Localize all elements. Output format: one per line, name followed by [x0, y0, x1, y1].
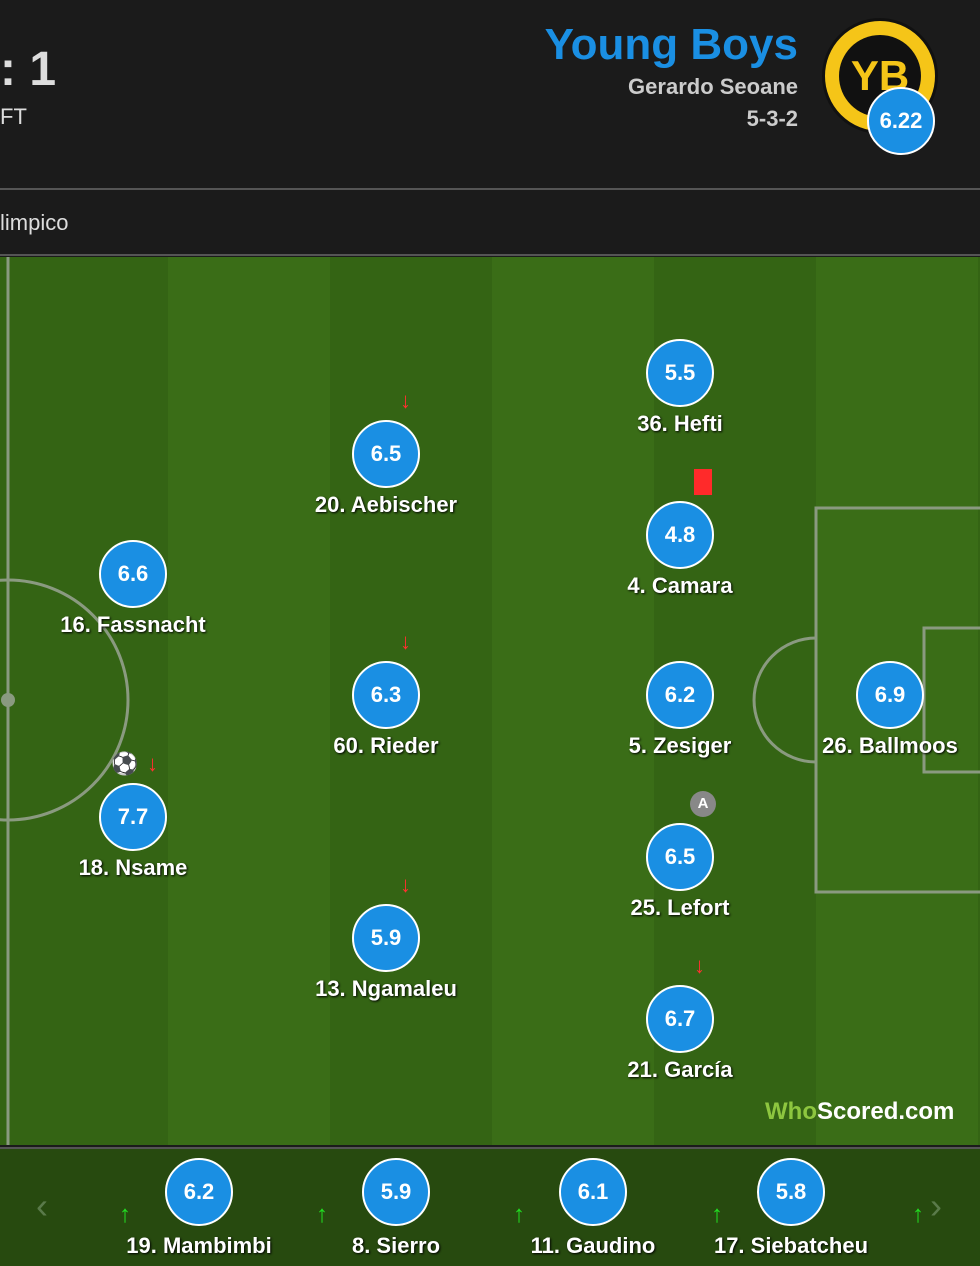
player-name[interactable]: 13. Ngamaleu — [315, 976, 457, 1001]
sub-name[interactable]: 17. Siebatcheu — [713, 1233, 869, 1258]
player-name[interactable]: 16. Fassnacht — [60, 612, 206, 637]
captain-badge: A — [690, 791, 716, 817]
whoscored-logo: WhoScored.com — [765, 1098, 955, 1125]
pitch-stripe — [168, 257, 330, 1145]
player-rating[interactable]: 6.5 — [352, 420, 420, 488]
player-name[interactable]: 26. Ballmoos — [822, 733, 958, 758]
team-rating: 6.22 — [867, 87, 935, 155]
pitch: 5.5 36. Hefti 6.5 20. Aebischer ↓ 4.8 4. Ca… — [0, 257, 980, 1145]
match-score: : 1 — [0, 43, 57, 96]
pitch-stripe — [492, 257, 654, 1145]
sub-rating[interactable]: 6.2 — [165, 1158, 233, 1226]
next-arrow-icon[interactable]: › — [930, 1185, 942, 1226]
player-name[interactable]: 25. Lefort — [630, 895, 730, 920]
player-name[interactable]: 36. Hefti — [637, 411, 723, 436]
formation: 5-3-2 — [746, 106, 798, 131]
red-card-icon — [694, 469, 712, 495]
player-rating[interactable]: 6.5 — [646, 823, 714, 891]
player-rating[interactable]: 4.8 — [646, 501, 714, 569]
team-name[interactable]: Young Boys — [544, 20, 798, 69]
sub-out-arrow-icon: ↓ — [400, 388, 411, 413]
sub-rating[interactable]: 6.1 — [559, 1158, 627, 1226]
sub-name[interactable]: 19. Mambimbi — [126, 1233, 272, 1258]
player-rating[interactable]: 7.7 — [99, 783, 167, 851]
sub-out-arrow-icon: ↓ — [400, 872, 411, 897]
match-header: : 1 FT Young Boys Gerardo Seoane 5-3-2 Y… — [0, 0, 980, 190]
manager-name: Gerardo Seoane — [628, 74, 798, 99]
player-name[interactable]: 5. Zesiger — [628, 733, 732, 758]
player-rating[interactable]: 6.3 — [352, 661, 420, 729]
sub-rating[interactable]: 5.8 — [757, 1158, 825, 1226]
venue-name: limpico — [0, 210, 69, 235]
player-name[interactable]: 4. Camara — [627, 573, 733, 598]
sub-in-arrow-icon: ↑ — [513, 1201, 525, 1228]
sub-in-arrow-icon: ↑ — [711, 1201, 723, 1228]
player-rating[interactable]: 6.9 — [856, 661, 924, 729]
match-status: FT — [0, 104, 27, 129]
player-name[interactable]: 18. Nsame — [78, 855, 188, 880]
sub-out-arrow-icon: ↓ — [400, 629, 411, 654]
prev-arrow-icon[interactable]: ‹ — [36, 1185, 48, 1226]
sub-name[interactable]: 11. Gaudino — [530, 1233, 656, 1258]
sub-in-arrow-icon: ↑ — [119, 1201, 131, 1228]
player-name[interactable]: 60. Rieder — [333, 733, 439, 758]
sub-name[interactable]: 8. Sierro — [351, 1233, 441, 1258]
venue-bar — [0, 192, 980, 256]
player-rating[interactable]: 6.7 — [646, 985, 714, 1053]
player-name[interactable]: 20. Aebischer — [314, 492, 458, 517]
goal-ball-icon: ⚽ — [111, 751, 139, 776]
sub-in-arrow-icon: ↑ — [912, 1201, 924, 1228]
sub-rating[interactable]: 5.9 — [362, 1158, 430, 1226]
player-rating[interactable]: 6.2 — [646, 661, 714, 729]
player-rating[interactable]: 5.5 — [646, 339, 714, 407]
pitch-lines — [0, 257, 980, 1145]
player-rating[interactable]: 5.9 — [352, 904, 420, 972]
player-rating[interactable]: 6.6 — [99, 540, 167, 608]
sub-out-arrow-icon: ↓ — [694, 953, 705, 978]
sub-in-arrow-icon: ↑ — [316, 1201, 328, 1228]
sub-out-arrow-icon: ↓ — [147, 751, 158, 776]
player-name[interactable]: 21. García — [627, 1057, 733, 1082]
substitutes-bar: ‹ › 6.2 ↑ 19. Mambimbi 5.9 ↑ 8. Sierro 6.1… — [0, 1147, 980, 1266]
